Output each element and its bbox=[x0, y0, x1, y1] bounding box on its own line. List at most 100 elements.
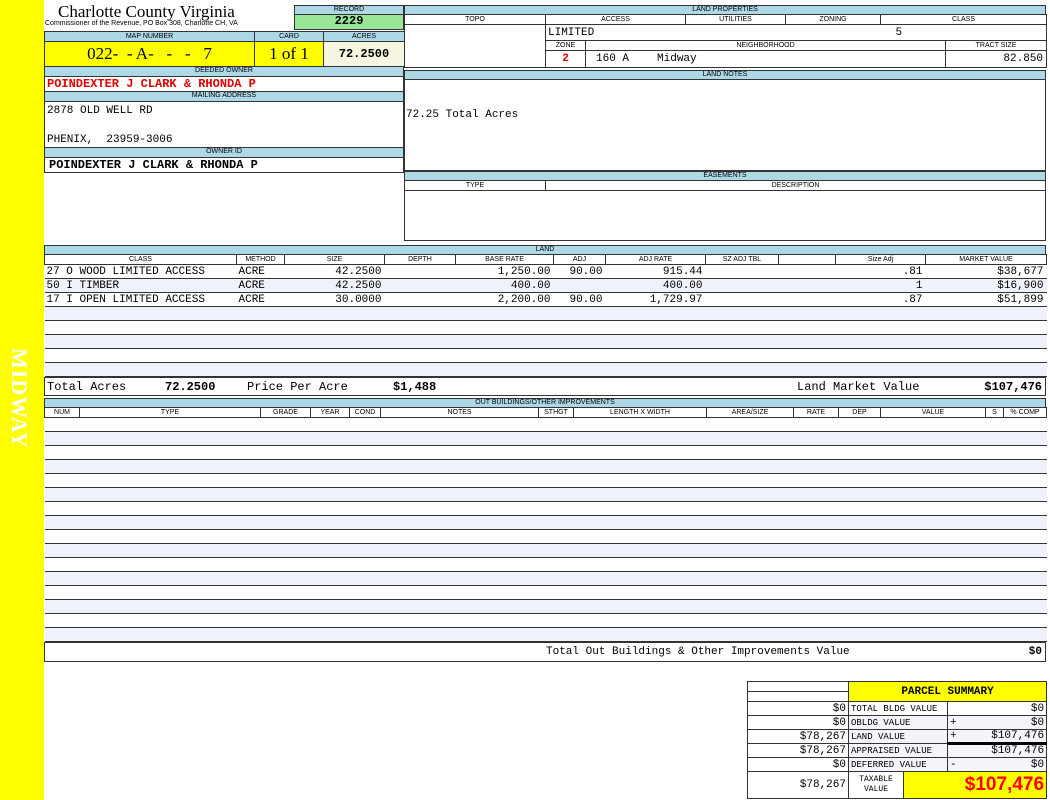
outbuilding-row bbox=[44, 501, 1047, 516]
outbuilding-row bbox=[44, 417, 1047, 432]
land-cell bbox=[284, 306, 385, 321]
zone-label: ZONE bbox=[545, 40, 586, 51]
summary-row: $0 OBLDG VALUE + $0 bbox=[747, 715, 1048, 730]
land-row bbox=[44, 348, 1047, 363]
outbuilding-row bbox=[44, 571, 1047, 586]
land-row bbox=[44, 306, 1047, 321]
land-properties: LAND PROPERTIES TOPO ACCESS UTILITIES ZONIN… bbox=[404, 5, 1048, 68]
record-label: RECORD bbox=[294, 5, 404, 15]
land-col-header: CLASS bbox=[44, 254, 237, 265]
land-row bbox=[44, 334, 1047, 349]
land-cell bbox=[705, 320, 779, 335]
summary-label: TOTAL BLDG VALUE bbox=[848, 701, 948, 716]
land-cell bbox=[236, 320, 285, 335]
outbuilding-col-header: LENGTH X WIDTH bbox=[573, 407, 707, 418]
outbuilding-col-header: RATE bbox=[793, 407, 839, 418]
land-cell: 1,729.97 bbox=[605, 292, 706, 307]
outbuilding-col-header: AREA/SIZE bbox=[706, 407, 794, 418]
land-col-header: MARKET VALUE bbox=[925, 254, 1047, 265]
acres-label: ACRES bbox=[323, 31, 405, 42]
land-cell bbox=[553, 306, 606, 321]
land-market-value: $107,476 bbox=[984, 380, 1042, 394]
outbuilding-col-header: DEP bbox=[838, 407, 881, 418]
land-cell bbox=[605, 320, 706, 335]
outbuilding-row bbox=[44, 529, 1047, 544]
topo-label: TOPO bbox=[404, 14, 546, 25]
owner-id-label: OWNER ID bbox=[44, 148, 404, 158]
taxable-value: $107,476 bbox=[902, 771, 1048, 799]
outbuilding-cell bbox=[44, 515, 1047, 530]
land-cell bbox=[284, 320, 385, 335]
easements: EASEMENTS TYPE DESCRIPTION bbox=[404, 171, 1046, 241]
mailing-address: 2878 OLD WELL RD PHENIX, 23959-3006 bbox=[44, 102, 404, 148]
map-section: MAP NUMBER CARD ACRES 022- - A- - - 7 1 of… bbox=[44, 31, 405, 173]
outbuilding-cell bbox=[44, 571, 1047, 586]
land-cell bbox=[778, 348, 836, 363]
owner-id: POINDEXTER J CLARK & RHONDA P bbox=[44, 158, 404, 173]
land-cell bbox=[925, 320, 1047, 335]
land-cell bbox=[553, 348, 606, 363]
land-cell bbox=[705, 348, 779, 363]
land-cell: 400.00 bbox=[455, 278, 554, 293]
land-cell bbox=[605, 348, 706, 363]
land-col-header: ADJ bbox=[553, 254, 606, 265]
neighborhood-label: NEIGHBORHOOD bbox=[584, 40, 947, 51]
topo-value bbox=[404, 24, 546, 68]
outbuilding-col-header: VALUE bbox=[880, 407, 986, 418]
map-number: 022- - A- - - 7 bbox=[44, 41, 255, 67]
outbuilding-row bbox=[44, 459, 1047, 474]
land-cell bbox=[778, 292, 836, 307]
land-cell: 90.00 bbox=[553, 292, 606, 307]
summary-label: LAND VALUE bbox=[848, 729, 948, 744]
land-cell bbox=[778, 306, 836, 321]
land-cell bbox=[384, 348, 456, 363]
neighborhood-code: 160 A bbox=[596, 53, 630, 65]
outbuilding-cell bbox=[44, 473, 1047, 488]
outbuilding-cell bbox=[44, 501, 1047, 516]
land-cell: 42.2500 bbox=[284, 278, 385, 293]
outbuilding-cell bbox=[44, 431, 1047, 446]
outbuilding-row bbox=[44, 445, 1047, 460]
outbuilding-col-header: S bbox=[985, 407, 1004, 418]
land-cell bbox=[835, 348, 926, 363]
summary-operator: - bbox=[947, 757, 960, 772]
land-cell: 42.2500 bbox=[284, 264, 385, 279]
land-row: 50 I TIMBER ACRE 42.2500 400.00 400.00 1 $16,9… bbox=[44, 278, 1047, 293]
land-cell bbox=[925, 306, 1047, 321]
land-cell bbox=[236, 334, 285, 349]
zone-value: 2 bbox=[545, 50, 586, 68]
sidebar: MIDWAY bbox=[0, 0, 44, 800]
land-col-header: BASE RATE bbox=[455, 254, 554, 265]
outbuilding-cell bbox=[44, 487, 1047, 502]
outbuildings-total-label: Total Out Buildings & Other Improvements… bbox=[546, 646, 850, 658]
outbuilding-cell bbox=[44, 585, 1047, 600]
land-cell bbox=[284, 334, 385, 349]
summary-left-value: $0 bbox=[747, 757, 849, 772]
class-value: 5 bbox=[880, 24, 1048, 41]
land-cell bbox=[778, 362, 836, 377]
summary-operator bbox=[947, 742, 960, 758]
zoning-label: ZONING bbox=[785, 14, 882, 25]
land-market-value-label: Land Market Value bbox=[797, 380, 920, 394]
outbuildings-section: OUT BUILDINGS/OTHER IMPROVEMENTS NUM TYPE… bbox=[44, 398, 1047, 662]
land-cell bbox=[236, 306, 285, 321]
outbuilding-row bbox=[44, 431, 1047, 446]
taxable-left-value: $78,267 bbox=[747, 771, 849, 799]
outbuilding-cell bbox=[44, 613, 1047, 628]
neighborhood-name: Midway bbox=[657, 53, 697, 65]
land-cell bbox=[384, 362, 456, 377]
map-number-label: MAP NUMBER bbox=[44, 31, 255, 42]
land-cell: ACRE bbox=[236, 278, 285, 293]
land-cell bbox=[835, 306, 926, 321]
land-cell bbox=[236, 348, 285, 363]
outbuilding-col-header: TYPE bbox=[79, 407, 261, 418]
land-cell bbox=[455, 362, 554, 377]
land-cell bbox=[605, 362, 706, 377]
total-acres-label: Total Acres bbox=[47, 380, 127, 394]
access-value: LIMITED bbox=[544, 24, 881, 41]
outbuilding-cell bbox=[44, 445, 1047, 460]
summary-row: $0 TOTAL BLDG VALUE $0 bbox=[747, 701, 1048, 716]
land-cell bbox=[778, 334, 836, 349]
outbuildings-total: Total Out Buildings & Other Improvements… bbox=[44, 642, 1046, 662]
outbuilding-row bbox=[44, 585, 1047, 600]
